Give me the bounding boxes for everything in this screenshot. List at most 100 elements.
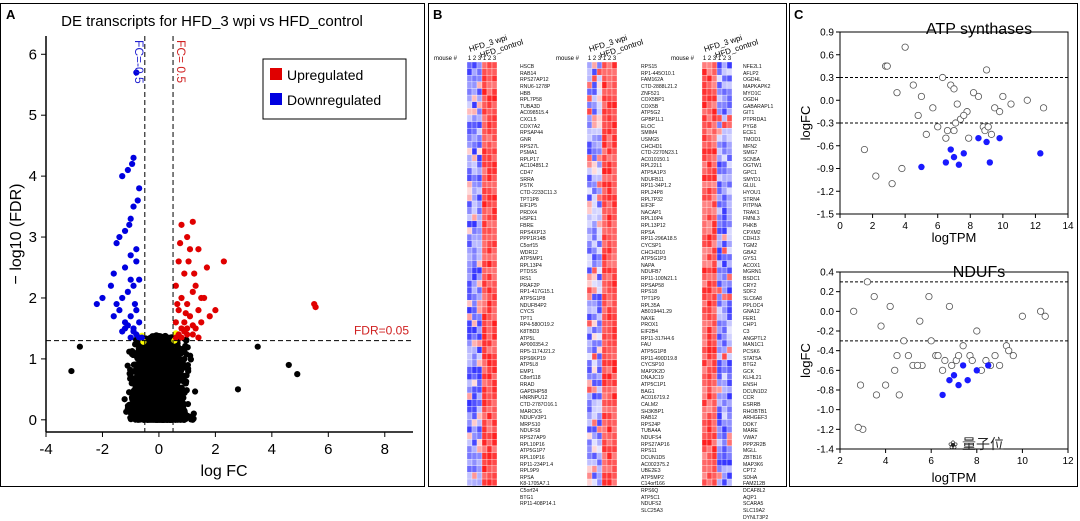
heatmap-cell bbox=[487, 459, 492, 466]
gene-label: RRAD bbox=[520, 382, 557, 389]
heatmap-cell bbox=[712, 108, 717, 115]
heatmap-cell bbox=[477, 135, 482, 142]
up-point bbox=[195, 246, 201, 252]
heatmap-cell bbox=[587, 300, 592, 307]
heatmap-cell bbox=[477, 327, 482, 334]
heatmap-cell bbox=[707, 453, 712, 460]
heatmap-cell bbox=[607, 373, 612, 380]
heatmap-cell bbox=[702, 62, 707, 69]
heatmap-cell bbox=[707, 128, 712, 135]
heatmap-cell bbox=[597, 201, 602, 208]
ns-point bbox=[185, 401, 191, 407]
heatmap-cell bbox=[607, 439, 612, 446]
heatmap-cell bbox=[492, 69, 497, 76]
heatmap-cell bbox=[477, 194, 482, 201]
heatmap-cell bbox=[612, 181, 617, 188]
heatmap-cell bbox=[612, 69, 617, 76]
gene-label: STAT5A bbox=[743, 356, 773, 363]
heatmap-cell bbox=[612, 214, 617, 221]
heatmap-cell bbox=[607, 433, 612, 440]
ns-point bbox=[152, 416, 158, 422]
heatmap-cell bbox=[712, 115, 717, 122]
heatmap-cell bbox=[612, 307, 617, 314]
heatmap-cell bbox=[477, 446, 482, 453]
heatmap-cell bbox=[727, 360, 732, 367]
heatmap-cell bbox=[602, 360, 607, 367]
heatmap-cell bbox=[482, 300, 487, 307]
heatmap-cell bbox=[467, 419, 472, 426]
heatmap-cell bbox=[467, 135, 472, 142]
heatmap-cell bbox=[607, 280, 612, 287]
heatmap-cell bbox=[712, 367, 717, 374]
heatmap-cell bbox=[592, 88, 597, 95]
ns-point bbox=[1040, 105, 1046, 111]
ns-point bbox=[951, 127, 957, 133]
heatmap-cell bbox=[612, 439, 617, 446]
y-tick-label: 2 bbox=[29, 290, 37, 307]
ns-point bbox=[894, 89, 900, 95]
heatmap-cell bbox=[717, 307, 722, 314]
heatmap-cell bbox=[612, 400, 617, 407]
heatmap-cell bbox=[467, 241, 472, 248]
heatmap-cell bbox=[707, 479, 712, 486]
heatmap-cell bbox=[482, 208, 487, 215]
mouse-label: mouse # bbox=[434, 56, 458, 62]
heatmap-cell bbox=[467, 115, 472, 122]
heatmap-cell bbox=[487, 122, 492, 129]
heatmap-cell bbox=[587, 115, 592, 122]
heatmap-cell bbox=[492, 108, 497, 115]
heatmap-cell bbox=[717, 280, 722, 287]
gene-label: GNR bbox=[520, 137, 557, 144]
heatmap-cell bbox=[702, 446, 707, 453]
heatmap-cell bbox=[492, 386, 497, 393]
heatmap-cell bbox=[487, 406, 492, 413]
gene-label: OGDH bbox=[743, 97, 773, 104]
gene-label: ATP5G2 bbox=[641, 110, 678, 117]
heatmap-cell bbox=[702, 267, 707, 274]
heatmap-cell bbox=[482, 141, 487, 148]
down-point bbox=[108, 283, 114, 289]
heatmap-cell bbox=[597, 367, 602, 374]
upregulated-points bbox=[173, 219, 319, 341]
heatmap-cell bbox=[472, 287, 477, 294]
y-tick-label: -0.8 bbox=[817, 386, 835, 397]
ns-point bbox=[1000, 93, 1006, 99]
heatmap-cell bbox=[482, 62, 487, 69]
gene-label: SLC6A8 bbox=[743, 296, 773, 303]
ns-point bbox=[926, 293, 932, 299]
heatmap-cell bbox=[712, 479, 717, 486]
heatmap-cell bbox=[487, 327, 492, 334]
heatmap-cell bbox=[607, 314, 612, 321]
heatmap-cell bbox=[707, 446, 712, 453]
gene-label: GCK bbox=[743, 369, 773, 376]
x-tick-label: 6 bbox=[324, 441, 332, 458]
heatmap-cell bbox=[607, 274, 612, 281]
up-point bbox=[185, 258, 191, 264]
gene-label: SCARA5 bbox=[743, 501, 773, 508]
heatmap-cell bbox=[477, 181, 482, 188]
heatmap-cell bbox=[612, 466, 617, 473]
x-tick-label: 4 bbox=[883, 456, 889, 467]
heatmap-cell bbox=[492, 439, 497, 446]
heatmap-cell bbox=[472, 333, 477, 340]
heatmap-cell bbox=[717, 188, 722, 195]
heatmap-cell bbox=[612, 108, 617, 115]
gene-label: HSCB bbox=[520, 64, 557, 71]
heatmap-cell bbox=[612, 360, 617, 367]
heatmap-cell bbox=[467, 459, 472, 466]
ns-point bbox=[1042, 313, 1048, 319]
heatmap-cell bbox=[487, 175, 492, 182]
heatmap-cell bbox=[467, 380, 472, 387]
heatmap-cell bbox=[477, 406, 482, 413]
gene-label: EMP1 bbox=[520, 369, 557, 376]
heatmap-cell bbox=[467, 141, 472, 148]
heatmap-cell bbox=[727, 241, 732, 248]
y-axis-label: logFC bbox=[798, 343, 813, 378]
gene-label: C3 bbox=[743, 329, 773, 336]
heatmap-cell bbox=[492, 353, 497, 360]
gene-label: CPT2 bbox=[743, 468, 773, 475]
heatmap-cell bbox=[612, 433, 617, 440]
heatmap-cell bbox=[587, 208, 592, 215]
heatmap-cell bbox=[602, 307, 607, 314]
